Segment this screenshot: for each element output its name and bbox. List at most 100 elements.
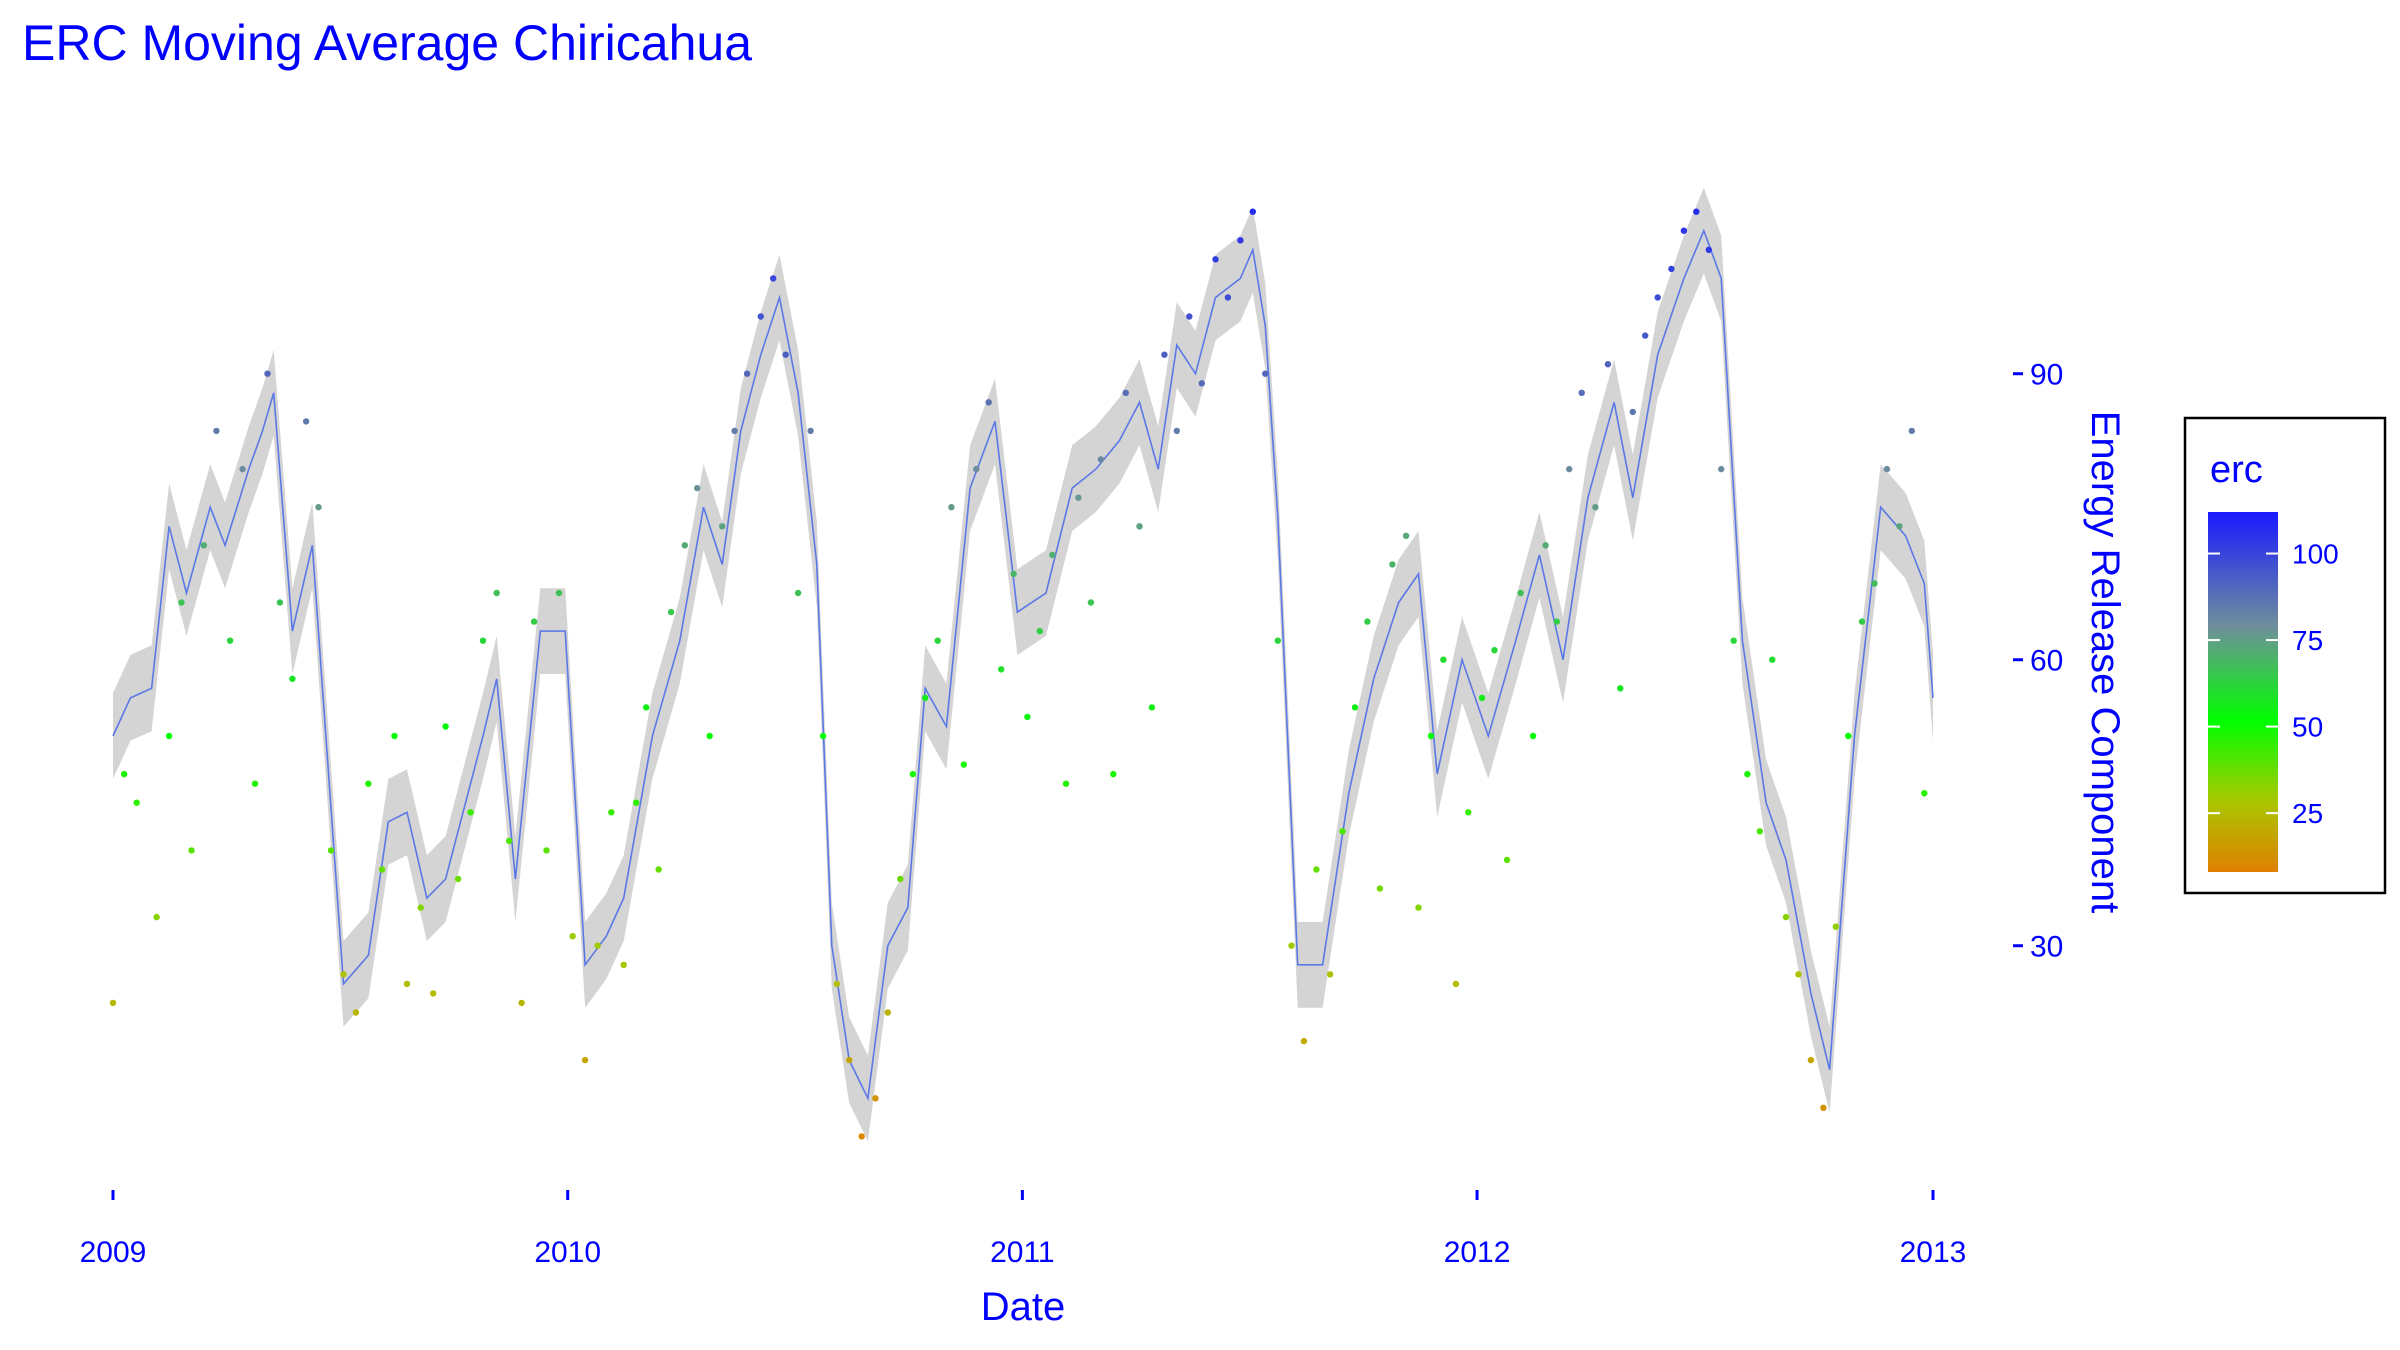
data-point <box>1024 713 1031 721</box>
data-point <box>442 723 449 730</box>
data-point <box>998 666 1005 673</box>
data-point <box>1654 294 1661 301</box>
x-tick-label: 2013 <box>1900 1236 1967 1269</box>
data-point <box>1161 351 1168 358</box>
data-point <box>1604 361 1612 368</box>
legend-ticks: 25 50 75 100 <box>2208 539 2339 829</box>
data-point <box>178 599 185 606</box>
x-tick-label: 2010 <box>534 1236 601 1269</box>
legend-tick-label: 75 <box>2292 625 2323 656</box>
y-tick-label: 30 <box>2030 931 2063 964</box>
data-point <box>213 427 220 435</box>
data-point <box>594 942 601 949</box>
data-point <box>1186 313 1193 320</box>
data-point <box>378 866 386 873</box>
data-point <box>581 1056 589 1064</box>
data-point <box>681 542 688 549</box>
line-layer <box>112 228 1934 1102</box>
data-point <box>985 399 992 406</box>
data-point <box>1313 866 1320 873</box>
data-point <box>858 1133 865 1140</box>
data-point <box>794 589 802 597</box>
data-point <box>188 847 195 854</box>
data-point <box>782 351 789 358</box>
data-point <box>1566 465 1573 473</box>
data-point <box>1642 332 1649 339</box>
data-point <box>340 971 347 978</box>
data-point <box>655 866 662 873</box>
data-point <box>1871 580 1878 587</box>
data-point <box>1237 237 1244 244</box>
y-tick-label: 60 <box>2030 645 2063 678</box>
data-point <box>226 637 234 644</box>
x-tick-label: 2012 <box>1444 1236 1511 1269</box>
data-point <box>479 637 487 644</box>
data-point <box>543 847 550 854</box>
data-point <box>1529 732 1537 740</box>
data-point <box>391 732 398 740</box>
data-point <box>264 370 271 377</box>
legend-tick-label: 100 <box>2292 539 2339 570</box>
data-point <box>1921 790 1928 797</box>
data-point <box>133 799 140 806</box>
data-point <box>1110 770 1117 778</box>
data-point <box>518 999 525 1007</box>
data-point <box>922 694 929 702</box>
data-point <box>1389 561 1396 568</box>
x-axis-title: Date <box>981 1285 1066 1329</box>
x-tick-label: 2009 <box>80 1236 147 1269</box>
data-point <box>1087 599 1095 606</box>
data-point <box>1049 551 1056 559</box>
data-point <box>200 542 208 549</box>
data-point <box>1478 694 1486 702</box>
data-point <box>327 847 335 854</box>
data-point <box>352 1009 360 1016</box>
data-point <box>909 770 916 778</box>
data-point <box>1136 523 1143 530</box>
data-point <box>833 980 840 988</box>
data-point <box>1908 427 1916 435</box>
data-point <box>1820 1104 1827 1112</box>
data-point <box>153 913 160 921</box>
data-point <box>1553 618 1561 625</box>
data-point <box>302 418 310 425</box>
data-point <box>694 484 701 492</box>
data-point <box>454 875 462 883</box>
data-point <box>1795 971 1802 978</box>
data-point <box>1883 465 1891 473</box>
data-point <box>1326 971 1334 978</box>
data-point <box>1756 828 1764 835</box>
data-point <box>1693 208 1700 215</box>
data-point <box>109 999 117 1007</box>
data-point <box>121 770 128 778</box>
data-point <box>165 732 173 740</box>
data-point <box>1300 1037 1308 1045</box>
data-point <box>289 675 296 682</box>
data-point <box>1339 828 1346 835</box>
data-point <box>667 608 675 616</box>
data-point <box>948 504 955 511</box>
data-point <box>934 637 941 644</box>
legend-tick-label: 50 <box>2292 712 2323 743</box>
data-point <box>1452 980 1460 988</box>
data-point <box>403 980 411 988</box>
legend: erc 25 50 75 100 <box>2183 416 2387 895</box>
data-point <box>493 589 500 597</box>
data-point <box>1440 656 1447 663</box>
data-point <box>706 732 713 740</box>
data-point <box>569 933 576 940</box>
data-point <box>757 313 764 320</box>
data-point <box>608 809 615 816</box>
data-point <box>819 732 827 740</box>
data-point <box>807 427 814 435</box>
data-point <box>897 875 904 883</box>
data-point <box>1578 389 1585 396</box>
legend-title: erc <box>2210 449 2263 491</box>
data-point <box>884 1009 891 1016</box>
data-point <box>1262 370 1269 377</box>
legend-tick-label: 25 <box>2292 798 2323 829</box>
x-tick-label: 2011 <box>990 1236 1055 1269</box>
y-tick-label: 90 <box>2030 359 2063 392</box>
data-point <box>1402 532 1410 539</box>
